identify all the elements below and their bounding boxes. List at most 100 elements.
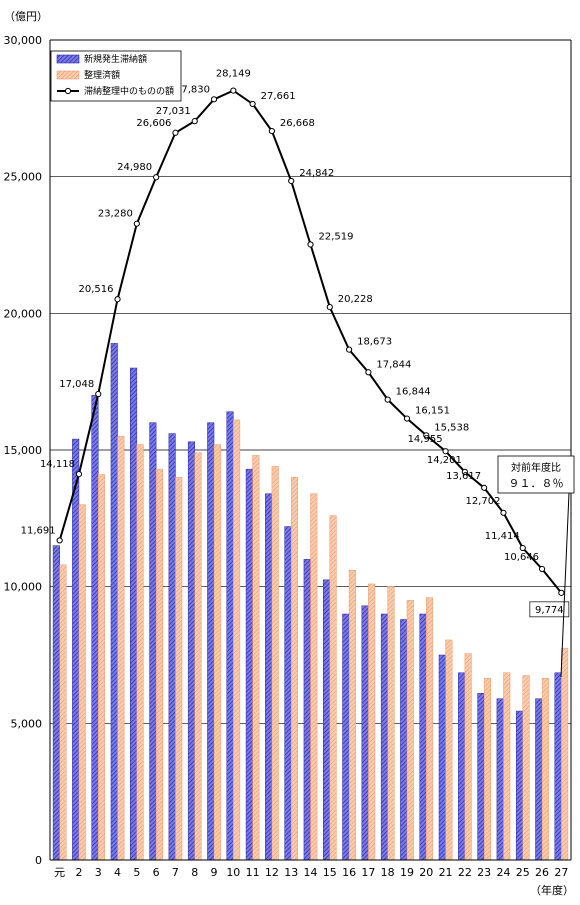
y-tick-label: 20,000	[4, 307, 43, 320]
x-tick-label: 6	[153, 866, 160, 879]
line-data-label: 27,661	[261, 91, 296, 102]
line-data-label: 11,691	[21, 525, 56, 536]
line-data-label: 12,702	[465, 496, 500, 507]
total-series-marker	[230, 87, 237, 94]
bar-new-arrears	[438, 654, 446, 861]
bar-settled	[445, 639, 453, 861]
bar-settled	[329, 515, 337, 861]
legend-swatch-new	[56, 54, 80, 64]
legend-label-new: 新規発生滞納額	[84, 53, 147, 65]
total-series-marker	[365, 369, 372, 376]
line-data-label: 20,228	[338, 294, 373, 305]
bar-new-arrears	[245, 468, 253, 861]
line-data-label: 14,118	[40, 459, 75, 470]
bar-settled	[541, 677, 549, 861]
x-tick-label: 19	[400, 866, 414, 879]
bar-new-arrears	[72, 438, 80, 861]
legend-line-marker	[64, 87, 72, 95]
line-data-label: 14,955	[408, 434, 443, 445]
x-tick-label: 20	[419, 866, 433, 879]
bar-new-arrears	[419, 613, 427, 861]
yoy-title: 対前年度比	[511, 461, 561, 474]
total-series-marker	[288, 177, 295, 185]
bar-settled	[310, 493, 318, 861]
x-tick-label: 9	[211, 866, 218, 879]
line-data-label: 22,519	[319, 231, 354, 242]
bar-settled	[483, 677, 491, 861]
x-tick-label: 22	[458, 866, 472, 879]
x-tick-label: 25	[516, 866, 530, 879]
y-tick-label: 30,000	[4, 34, 43, 47]
bar-new-arrears	[458, 672, 466, 861]
line-data-label: 27,830	[175, 84, 210, 95]
bar-new-arrears	[380, 613, 388, 861]
x-tick-label: 10	[226, 866, 240, 879]
bar-settled	[426, 597, 434, 861]
total-series-marker	[558, 589, 565, 596]
bar-new-arrears	[496, 698, 504, 861]
total-series-marker	[56, 537, 63, 544]
bar-settled	[464, 653, 472, 861]
x-tick-label: 26	[535, 866, 549, 879]
x-tick-label: 14	[304, 866, 318, 879]
bar-settled	[503, 672, 511, 861]
total-series-marker	[307, 241, 314, 248]
x-tick-label: 元	[54, 866, 65, 879]
bar-new-arrears	[303, 559, 311, 861]
x-unit-label: （年度）	[530, 883, 574, 897]
yoy-value: ９１．８％	[509, 477, 564, 490]
x-tick-label: 23	[477, 866, 491, 879]
x-tick-label: 21	[439, 866, 453, 879]
bar-settled	[368, 583, 376, 861]
line-data-labels: 11,691 14,118 17,048 20,516 23,280 24,980 26,6…	[21, 69, 570, 618]
total-series-marker	[481, 484, 488, 491]
bar-new-arrears	[207, 422, 215, 861]
line-data-label: 13,617	[446, 471, 481, 482]
yoy-pointer	[560, 492, 570, 678]
total-series-marker	[403, 415, 411, 422]
x-tick-label: 27	[554, 866, 568, 879]
line-data-label: 18,673	[357, 337, 392, 348]
x-tick-label: 5	[133, 866, 140, 879]
bar-settled	[561, 647, 569, 861]
y-tick-label: 5,000	[11, 717, 43, 730]
x-tick-label: 4	[114, 866, 121, 879]
line-data-label: 16,844	[396, 387, 431, 398]
total-series-marker	[210, 96, 218, 103]
legend-label-settled: 整理済額	[84, 69, 120, 81]
line-data-label: 15,538	[434, 422, 469, 433]
line-data-label: 17,844	[376, 359, 411, 370]
bar-settled	[175, 477, 183, 861]
total-line	[56, 87, 565, 596]
bar-settled	[117, 436, 125, 861]
bar-new-arrears	[342, 613, 350, 861]
yoy-annotation: 対前年度比 ９１．８％	[497, 455, 575, 678]
total-series-marker	[249, 100, 256, 108]
total-series-marker	[153, 174, 160, 181]
x-tick-label: 15	[323, 866, 337, 879]
bar-new-arrears	[226, 411, 234, 861]
total-series-marker	[519, 544, 526, 552]
total-series-marker	[95, 390, 102, 398]
total-series-marker	[191, 118, 198, 125]
total-series-marker	[461, 468, 468, 475]
line-data-label: 17,048	[59, 379, 94, 390]
bar-new-arrears	[554, 672, 562, 861]
x-tick-label: 24	[496, 866, 510, 879]
bars	[52, 343, 569, 861]
bar-new-arrears	[535, 698, 543, 861]
total-series-marker	[114, 296, 121, 303]
bar-new-arrears	[91, 395, 99, 861]
y-tick-label: 15,000	[4, 444, 43, 457]
bar-new-arrears	[168, 433, 176, 861]
bar-new-arrears	[187, 441, 195, 861]
line-data-label: 10,646	[504, 552, 539, 563]
x-tick-label: 18	[381, 866, 395, 879]
total-series-marker	[268, 127, 276, 135]
x-tick-label: 2	[75, 866, 82, 879]
total-series-marker	[384, 396, 391, 403]
bar-settled	[387, 586, 395, 861]
bar-new-arrears	[361, 605, 369, 861]
x-tick-label: 16	[342, 866, 356, 879]
